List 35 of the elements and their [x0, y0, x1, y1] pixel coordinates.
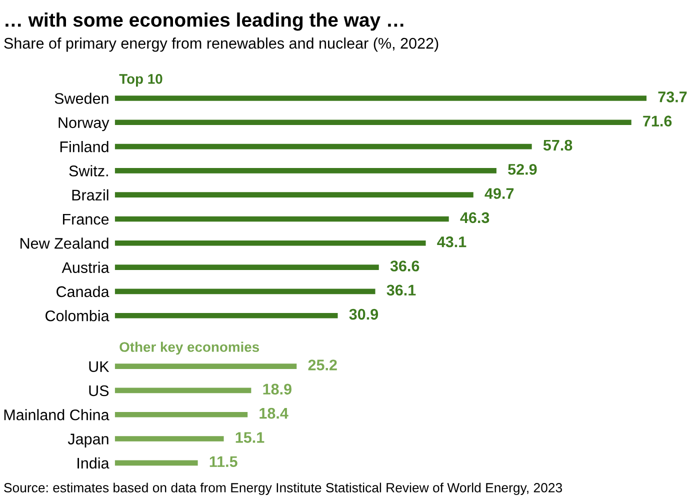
data-label: 15.1 [236, 432, 264, 443]
data-label: 25.2 [308, 360, 337, 370]
data-label: 18.4 [260, 408, 288, 419]
y-tick-label: Canada [56, 286, 110, 298]
series-label: Other key economies [120, 342, 260, 355]
data-label: 49.7 [484, 188, 514, 199]
y-tick-label: Japan [68, 434, 108, 448]
y-tick-label: Norway [58, 117, 110, 132]
y-tick-label: UK [89, 361, 110, 372]
y-tick-label: Finland [60, 140, 108, 152]
data-label: 57.8 [543, 140, 572, 151]
y-tick-label: Sweden [54, 92, 108, 104]
y-tick-label: New Zealand [20, 238, 108, 249]
y-tick-label: Austria [62, 262, 110, 273]
chart-subtitle: Share of primary energy from renewables and nuclear (%, 2022) [4, 38, 438, 52]
chart-title: … with some economies leading the way … [6, 12, 404, 31]
data-label: 46.3 [460, 212, 490, 224]
data-label: 30.9 [349, 308, 378, 320]
y-tick-label: Mainland China [4, 409, 110, 420]
data-label: 71.6 [643, 116, 672, 126]
y-tick-label: Colombia [46, 310, 110, 322]
data-label: 73.7 [658, 92, 687, 102]
data-label: 11.5 [210, 456, 238, 468]
y-tick-label: Brazil [72, 189, 108, 201]
y-tick-label: India [78, 457, 110, 469]
data-label: 18.9 [263, 384, 292, 395]
data-label: 43.1 [437, 236, 466, 248]
y-tick-label: France [62, 214, 109, 225]
y-tick-label: US [89, 385, 109, 396]
series-label: Top 10 [119, 74, 162, 87]
data-label: 36.6 [390, 260, 420, 272]
data-label: 52.9 [508, 164, 537, 175]
source-note: Source: estimates based on data from Energy Institute Statistical Review of World Energy, 2023 [4, 482, 562, 495]
y-tick-label: Switz. [69, 165, 108, 176]
data-label: 36.1 [386, 284, 416, 296]
